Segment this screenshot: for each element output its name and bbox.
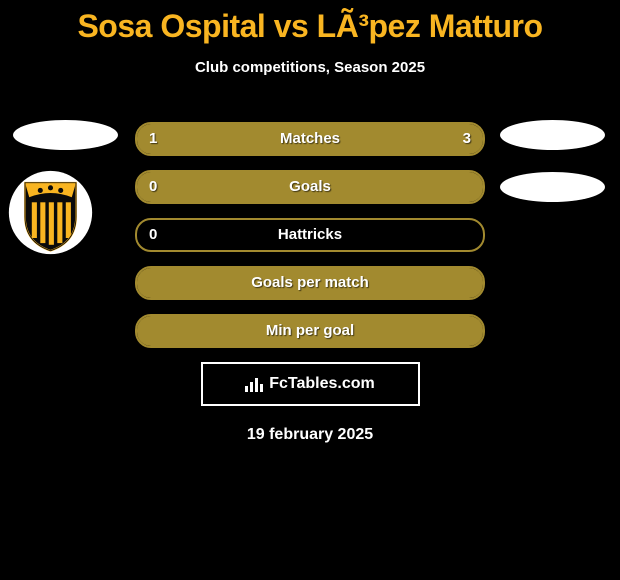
stat-row: Goals per match — [135, 266, 485, 300]
comparison-infographic: Sosa Ospital vs LÃ³pez Matturo Club comp… — [0, 0, 620, 580]
stat-value-left: 0 — [149, 172, 157, 202]
page-subtitle: Club competitions, Season 2025 — [0, 59, 620, 76]
stat-label: Matches — [137, 124, 483, 154]
player-right-column — [495, 120, 610, 202]
brand-box: FcTables.com — [201, 362, 420, 406]
player-right-name-pill — [500, 120, 605, 150]
club-badge-right-placeholder — [500, 172, 605, 202]
bars-icon — [245, 376, 265, 392]
player-left-name-pill — [13, 120, 118, 150]
stat-value-left: 1 — [149, 124, 157, 154]
club-badge-left — [8, 170, 93, 255]
stat-label: Hattricks — [137, 220, 483, 250]
stat-label: Goals — [137, 172, 483, 202]
stat-value-right: 3 — [463, 124, 471, 154]
stat-row: Hattricks0 — [135, 218, 485, 252]
stat-row: Matches1 3 — [135, 122, 485, 156]
stat-label: Min per goal — [137, 316, 483, 346]
stat-row: Goals0 — [135, 170, 485, 204]
stat-label: Goals per match — [137, 268, 483, 298]
brand-logo: FcTables.com — [245, 375, 375, 393]
brand-text: FcTables.com — [269, 375, 375, 393]
date-line: 19 february 2025 — [135, 426, 485, 444]
stat-value-left: 0 — [149, 220, 157, 250]
player-left-column — [8, 120, 123, 260]
page-title: Sosa Ospital vs LÃ³pez Matturo — [0, 0, 620, 45]
comparison-bars: Matches13Goals0Hattricks0Goals per match… — [135, 122, 485, 444]
stat-row: Min per goal — [135, 314, 485, 348]
